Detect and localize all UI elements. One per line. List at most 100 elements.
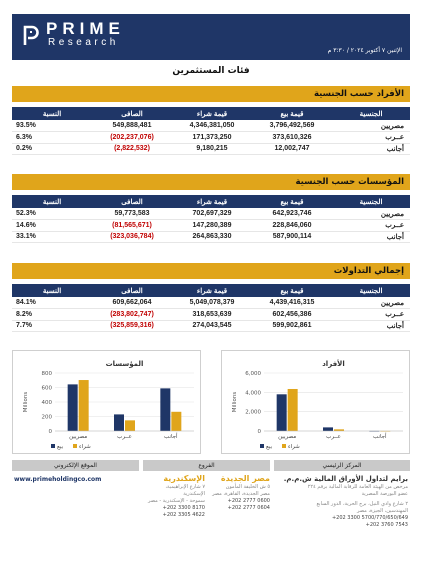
table-cell: 274,043,545 — [172, 320, 252, 332]
prime-logo-icon — [22, 24, 40, 46]
table-cell: (325,859,316) — [92, 320, 172, 332]
table-cell: 84.1% — [12, 297, 92, 309]
y-tick-label: 6,000 — [245, 371, 261, 377]
legend-label: بيع — [266, 444, 273, 450]
table-cell: 4,439,416,315 — [252, 297, 332, 309]
bar-buy — [287, 388, 298, 431]
table-cell: 14.6% — [12, 219, 92, 232]
table-cell: 264,863,330 — [172, 231, 252, 243]
y-axis-label: Millions — [232, 392, 238, 413]
x-tick-label: عــرب — [326, 434, 341, 440]
newcairo-name: مصر الجديدة — [220, 474, 270, 483]
section-title-individuals: الأفراد حسب الجنسية — [12, 86, 410, 102]
column-header: قيمة شراء — [172, 107, 252, 120]
y-tick-label: 4,000 — [245, 390, 261, 396]
table-institutions: النسبة الصافى قيمة شراء قيمة بيع الجنسية 52.3… — [12, 195, 410, 243]
legend-label: بيع — [57, 444, 64, 450]
table-cell: 318,653,639 — [172, 308, 252, 321]
newcairo-phone1: +202 2777 0600 — [227, 498, 270, 504]
hq-phone2: +202 3760 7543 — [365, 522, 408, 528]
bar-sell — [160, 388, 171, 431]
table-cell: 609,662,064 — [92, 297, 172, 309]
table-cell: 228,846,060 — [252, 219, 332, 232]
table-cell: عــرب — [332, 219, 410, 232]
table-individuals: النسبة الصافى قيمة شراء قيمة بيع الجنسية 93.5… — [12, 107, 410, 155]
report-header: PRIME Research الإثنين ٧ أكتوبر ٢٠٢٤ / ٣… — [12, 14, 410, 60]
bar-sell — [323, 427, 333, 431]
y-tick-label: 200 — [42, 415, 53, 421]
table-cell: 4,346,381,050 — [172, 120, 252, 132]
table-cell: أجانب — [332, 320, 410, 332]
legend-swatch — [282, 444, 286, 448]
bar-buy — [78, 380, 89, 431]
website-link[interactable]: www.primeholdingco.com — [14, 476, 102, 483]
table-cell: عــرب — [332, 131, 410, 144]
hq-line4: المهندسين، الجيزة، مصر — [357, 508, 408, 514]
alex-branch: الإسكندرية ٧ شارع الإبراهيمية، الإسكندري… — [143, 474, 205, 519]
table-cell: (283,802,747) — [92, 308, 172, 321]
column-header: الصافى — [92, 195, 172, 208]
table-cell: 59,773,583 — [92, 208, 172, 220]
table-cell: 549,888,481 — [92, 120, 172, 132]
bar-sell — [114, 414, 124, 431]
table-cell: 642,923,746 — [252, 208, 332, 220]
table-cell: مصريين — [332, 208, 410, 220]
bar-sell — [67, 384, 78, 431]
table-cell: (81,565,671) — [92, 219, 172, 232]
hq-address: برايم لتداول الأوراق المالية ش.م.م. مرخص… — [274, 474, 408, 529]
bar-sell — [276, 394, 287, 431]
x-tick-label: عــرب — [117, 434, 132, 440]
table-row: 8.2% (283,802,747) 318,653,639 602,456,386 ع… — [12, 308, 410, 321]
table-cell: 171,373,250 — [172, 131, 252, 144]
column-header: الجنسية — [332, 284, 410, 297]
footer-hq-title: المركز الرئيسي — [274, 460, 410, 471]
page-title: فئات المستثمرين — [172, 66, 250, 76]
alex-line2: سموحة - الإسكندرية - مصر — [148, 498, 205, 504]
y-tick-label: 2,000 — [245, 410, 261, 416]
column-header: النسبة — [12, 195, 92, 208]
legend-swatch — [51, 444, 55, 448]
table-cell: 6.3% — [12, 131, 92, 144]
table-row: 93.5% 549,888,481 4,346,381,050 3,796,492,5… — [12, 120, 410, 132]
table-row: 6.3% (202,237,076) 171,373,250 373,610,326 ع… — [12, 131, 410, 144]
table-cell: 0.2% — [12, 143, 92, 155]
hq-name: برايم لتداول الأوراق المالية ش.م.م. — [283, 475, 408, 483]
table-cell: 9,180,215 — [172, 143, 252, 155]
table-cell: مصريين — [332, 297, 410, 309]
table-cell: 7.7% — [12, 320, 92, 332]
table-total: النسبة الصافى قيمة شراء قيمة بيع الجنسية 84.1… — [12, 284, 410, 332]
column-header: الصافى — [92, 107, 172, 120]
alex-name: الإسكندرية — [163, 474, 205, 483]
section-title-total: إجمالي التداولات — [12, 263, 410, 279]
table-row: 33.1% (323,036,784) 264,863,330 587,900,114… — [12, 231, 410, 243]
bar-buy — [334, 429, 344, 431]
y-tick-label: 800 — [42, 371, 53, 377]
column-header: قيمة بيع — [252, 107, 332, 120]
table-cell: أجانب — [332, 143, 410, 155]
newcairo-phone2: +202 2777 0604 — [227, 505, 270, 511]
column-header: قيمة شراء — [172, 284, 252, 297]
column-header: قيمة شراء — [172, 195, 252, 208]
bar-buy — [125, 420, 135, 431]
newcairo-branch: مصر الجديدة ٥ ش الخليفة المأمون مصر الجد… — [207, 474, 270, 512]
hq-line2: عضو البورصة المصرية — [361, 491, 408, 497]
chart-title: المؤسسات — [106, 360, 144, 368]
footer-website-title: الموقع الإلكتروني — [12, 460, 139, 471]
column-header: الجنسية — [332, 107, 410, 120]
brand-line1: PRIME — [46, 19, 125, 38]
legend-swatch — [73, 444, 77, 448]
table-cell: 3,796,492,569 — [252, 120, 332, 132]
column-header: قيمة بيع — [252, 284, 332, 297]
table-row: 52.3% 59,773,583 702,697,329 642,923,746 مصر… — [12, 208, 410, 220]
table-cell: مصريين — [332, 120, 410, 132]
chart-title: الأفراد — [322, 359, 345, 368]
alex-line1: ٧ شارع الإبراهيمية، الإسكندرية — [165, 484, 205, 497]
prime-logo: PRIME Research — [22, 20, 125, 49]
hq-line1: مرخص من الهيئة العامة للرقابة المالية بر… — [307, 484, 408, 490]
newcairo-line2: مصر الجديدة، القاهرة، مصر — [212, 491, 270, 497]
table-cell: 587,900,114 — [252, 231, 332, 243]
table-row: 14.6% (81,565,671) 147,280,389 228,846,060 ع… — [12, 219, 410, 232]
y-tick-label: 600 — [42, 386, 53, 392]
alex-phone1: +202 3300 8170 — [162, 505, 205, 511]
table-cell: 5,049,078,379 — [172, 297, 252, 309]
